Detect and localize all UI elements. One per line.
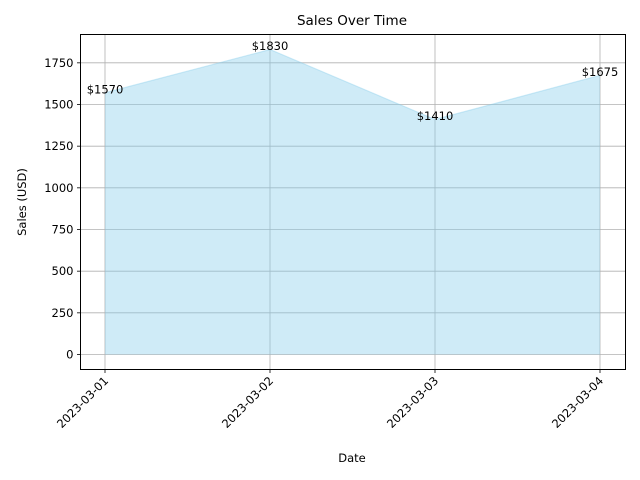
area-outline [104, 48, 601, 121]
x-tick-label: 2023-03-04 [549, 374, 606, 431]
chart-title: Sales Over Time [297, 13, 407, 29]
y-tick-label: 750 [52, 223, 74, 237]
plot-frame [80, 34, 626, 370]
data-label: $1570 [87, 82, 124, 96]
x-tick-label: 2023-03-03 [384, 374, 441, 431]
data-label: $1675 [582, 65, 619, 79]
axes [80, 34, 626, 370]
x-tick-label: 2023-03-01 [54, 374, 111, 431]
y-tick-label: 1000 [44, 181, 73, 195]
y-tick-label: 1250 [44, 139, 73, 153]
y-tick-label: 500 [52, 264, 74, 278]
y-tick-label: 1500 [44, 98, 73, 112]
x-tick-label: 2023-03-02 [219, 374, 276, 431]
y-tick-label: 250 [52, 306, 74, 320]
y-tick-label: 0 [66, 348, 73, 362]
area-fill [105, 49, 600, 355]
data-label: $1410 [417, 109, 454, 123]
grid-lines [80, 34, 626, 370]
x-axis-label: Date [338, 451, 366, 465]
data-labels: $1570 $1830 $1410 $1675 [87, 39, 619, 123]
y-tick-label: 1750 [44, 56, 73, 70]
y-axis-label: Sales (USD) [15, 168, 29, 236]
area-series [104, 48, 601, 355]
data-label: $1830 [252, 39, 289, 53]
